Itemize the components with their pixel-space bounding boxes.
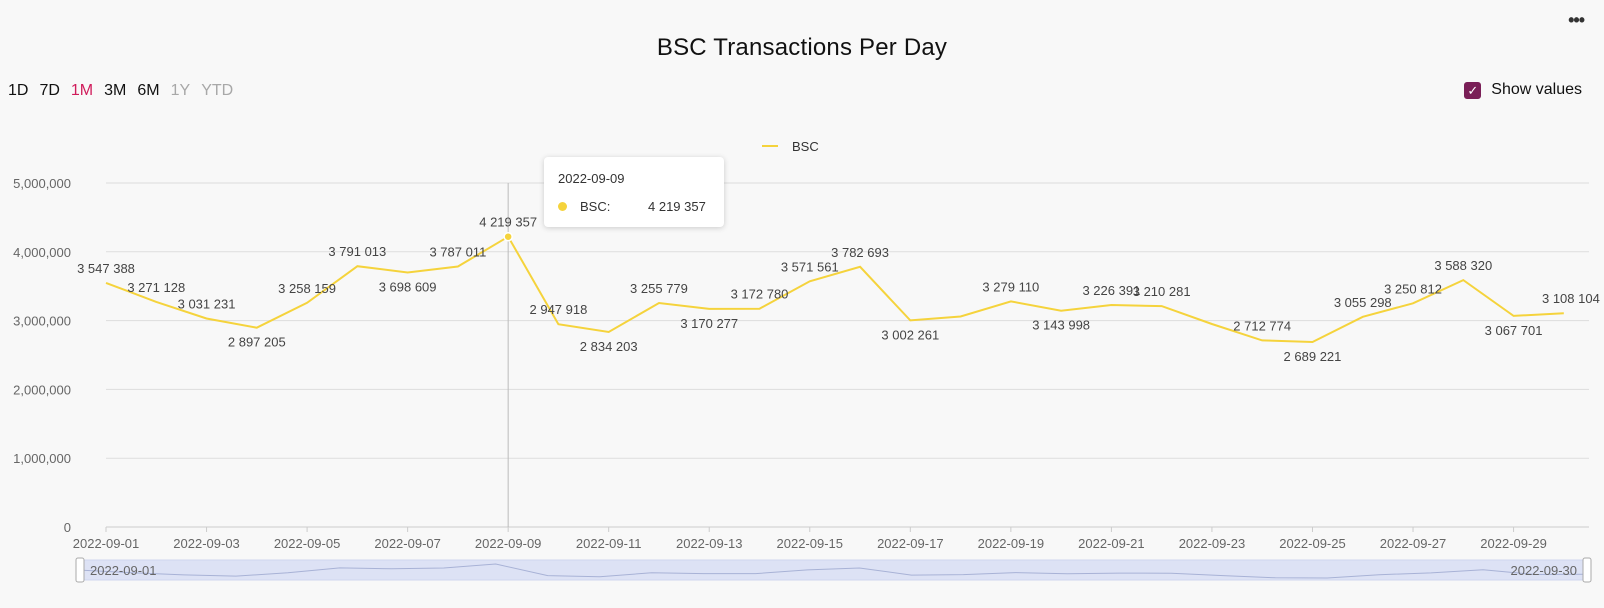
data-label: 2 897 205 <box>228 335 286 350</box>
data-label: 3 698 609 <box>379 280 437 295</box>
x-tick-label: 2022-09-19 <box>978 536 1045 551</box>
data-label: 3 791 013 <box>328 244 386 259</box>
data-label: 3 279 110 <box>982 279 1039 294</box>
data-label: 3 250 812 <box>1384 281 1442 296</box>
show-values-checkbox[interactable]: ✓ <box>1464 81 1482 99</box>
tooltip-series-marker <box>558 202 567 211</box>
zoom-end-label: 2022-09-30 <box>1511 563 1578 578</box>
x-tick-label: 2022-09-17 <box>877 536 944 551</box>
x-tick-label: 2022-09-03 <box>173 536 240 551</box>
zoom-slider-track <box>79 559 1588 581</box>
x-tick-label: 2022-09-23 <box>1179 536 1246 551</box>
data-label: 3 226 391 <box>1082 283 1140 298</box>
zoom-preview-line <box>79 563 1588 579</box>
data-label: 3 547 388 <box>77 261 135 276</box>
x-tick-label: 2022-09-01 <box>73 536 140 551</box>
zoom-handle-left[interactable] <box>75 557 85 583</box>
data-label: 3 055 298 <box>1334 295 1392 310</box>
data-label: 3 172 780 <box>731 287 789 302</box>
x-tick-label: 2022-09-21 <box>1078 536 1145 551</box>
highlighted-point <box>503 231 513 242</box>
y-tick-label: 4,000,000 <box>13 245 71 260</box>
range-3m-button[interactable]: 3M <box>104 82 127 99</box>
data-label: 3 002 261 <box>881 327 939 342</box>
time-range-selector: 1D 7D 1M 3M 6M 1Y YTD <box>8 82 244 100</box>
x-tick-label: 2022-09-09 <box>475 536 542 551</box>
tooltip-date: 2022-09-09 <box>558 171 625 186</box>
data-label: 3 571 561 <box>781 259 839 274</box>
y-tick-label: 2,000,000 <box>13 382 71 397</box>
data-label: 2 834 203 <box>580 339 638 354</box>
data-label: 3 031 231 <box>178 296 236 311</box>
data-label: 3 787 011 <box>429 244 486 259</box>
data-label: 3 271 128 <box>127 280 185 295</box>
data-label: 3 143 998 <box>1032 318 1090 333</box>
data-label: 3 258 159 <box>278 281 336 296</box>
data-label: 4 219 357 <box>479 215 537 230</box>
zoom-start-label: 2022-09-01 <box>90 563 157 578</box>
data-label: 2 947 918 <box>530 302 588 317</box>
x-tick-label: 2022-09-07 <box>374 536 441 551</box>
y-tick-label: 0 <box>64 520 71 535</box>
y-tick-label: 5,000,000 <box>13 176 71 191</box>
data-label: 3 108 104 <box>1542 291 1600 306</box>
legend-label-bsc: BSC <box>792 139 819 154</box>
more-menu-icon[interactable]: ••• <box>1568 10 1585 30</box>
range-1d-button[interactable]: 1D <box>8 82 29 99</box>
x-tick-label: 2022-09-13 <box>676 536 743 551</box>
x-tick-label: 2022-09-29 <box>1480 536 1547 551</box>
chart-tooltip: 2022-09-09 BSC: 4 219 357 <box>544 157 724 227</box>
range-ytd-button[interactable]: YTD <box>201 82 234 99</box>
x-tick-label: 2022-09-27 <box>1380 536 1447 551</box>
data-label: 2 689 221 <box>1284 349 1342 364</box>
x-tick-label: 2022-09-05 <box>274 536 341 551</box>
chart-title: BSC Transactions Per Day <box>656 34 948 61</box>
tooltip-series-name: BSC: <box>580 199 611 214</box>
x-tick-label: 2022-09-25 <box>1279 536 1346 551</box>
data-label: 3 255 779 <box>630 281 688 296</box>
range-6m-button[interactable]: 6M <box>137 82 160 99</box>
y-tick-label: 1,000,000 <box>13 451 71 466</box>
range-7d-button[interactable]: 7D <box>39 82 60 99</box>
data-label: 3 170 277 <box>680 316 738 331</box>
show-values-label: Show values <box>1491 81 1582 98</box>
data-label: 3 067 701 <box>1485 323 1543 338</box>
range-1m-button[interactable]: 1M <box>70 82 94 99</box>
x-tick-label: 2022-09-11 <box>576 536 642 551</box>
checkmark-icon: ✓ <box>1467 82 1479 98</box>
data-label: 2 712 774 <box>1233 318 1291 333</box>
show-values-toggle[interactable]: ✓ Show values <box>1464 81 1582 99</box>
data-label: 3 210 281 <box>1133 284 1191 299</box>
series-line-bsc <box>105 235 1564 344</box>
zoom-handle-right[interactable] <box>1582 557 1592 583</box>
data-label: 3 588 320 <box>1434 258 1492 273</box>
y-tick-label: 3,000,000 <box>13 314 71 329</box>
tooltip-value: 4 219 357 <box>648 199 706 214</box>
x-tick-label: 2022-09-15 <box>777 536 844 551</box>
range-1y-button[interactable]: 1Y <box>170 82 191 99</box>
data-label: 3 782 693 <box>831 245 889 260</box>
